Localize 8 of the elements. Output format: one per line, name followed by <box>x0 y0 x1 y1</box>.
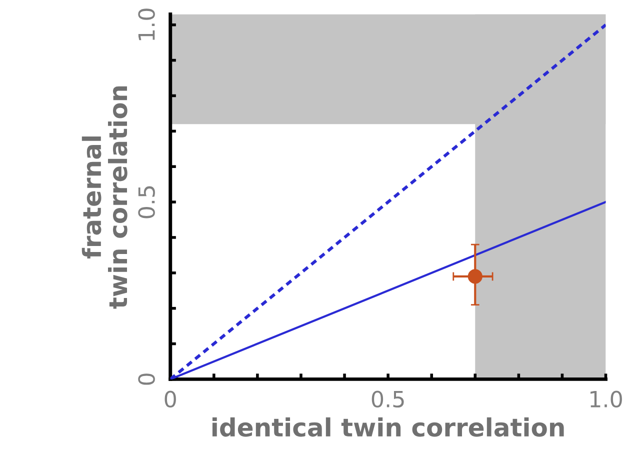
x-tick-label: 0 <box>164 390 176 408</box>
x-axis-title: identical twin correlation <box>212 417 564 437</box>
y-axis-title: fraternal twin correlation <box>82 86 128 309</box>
x-tick-label: 1.0 <box>590 390 622 408</box>
x-tick-label: 0.5 <box>372 390 404 408</box>
y-tick-label: 0.5 <box>138 186 155 218</box>
y-tick-label: 1.0 <box>138 8 155 40</box>
y-tick-label: 0 <box>138 374 155 385</box>
